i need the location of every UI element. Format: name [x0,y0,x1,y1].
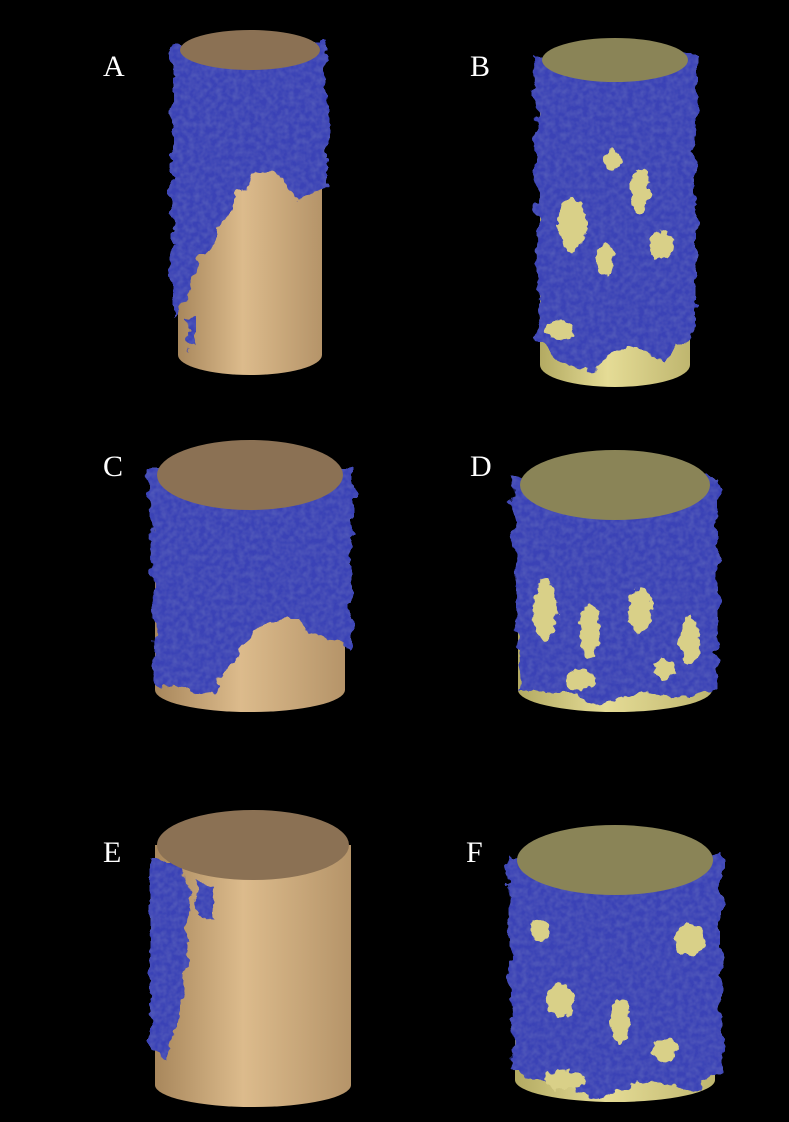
cylinder-f [508,825,722,1102]
cylinder-a [172,30,328,375]
cylinder-e [150,810,351,1107]
panel-label: F [466,836,483,869]
panel-label: C [103,450,123,483]
panel-label: A [103,50,125,83]
panel-label: B [470,50,490,83]
panel-label: D [470,450,492,483]
cylinder-d [512,450,718,712]
figure: A B C D E F [0,0,789,1122]
cylinder-b [534,38,696,387]
panel-label: E [103,836,121,869]
cylinder-c [148,440,352,712]
page: A B C D E F (() => { const data = JSON.p… [0,0,789,1122]
